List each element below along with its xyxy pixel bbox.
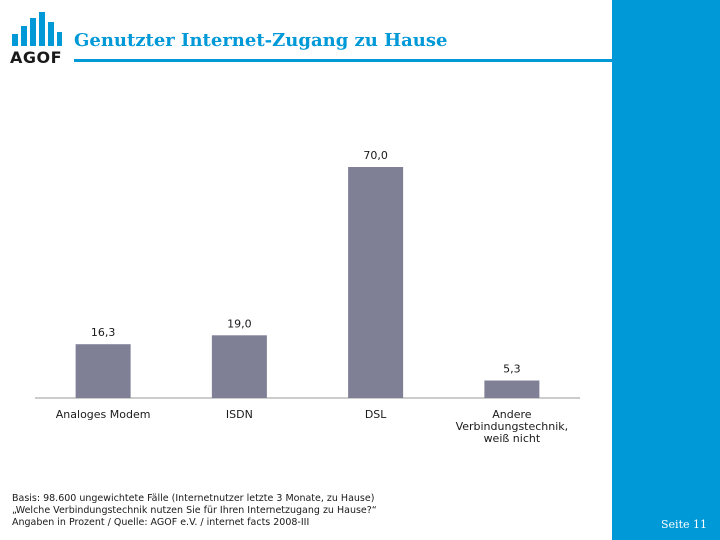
bar bbox=[211, 335, 267, 398]
logo-bars-icon bbox=[12, 12, 62, 46]
footnote: Basis: 98.600 ungewichtete Fälle (Intern… bbox=[12, 493, 377, 529]
logo-text: AGOF bbox=[10, 48, 63, 67]
bar bbox=[348, 167, 404, 398]
data-label: 5,3 bbox=[503, 363, 521, 376]
page-number: Seite 11 bbox=[661, 518, 707, 531]
footnote-line: Angaben in Prozent / Quelle: AGOF e.V. /… bbox=[12, 517, 310, 528]
page-title: Genutzter Internet-Zugang zu Hause bbox=[74, 30, 448, 51]
data-label: 16,3 bbox=[91, 326, 116, 339]
data-label: 19,0 bbox=[227, 317, 252, 330]
footnote-line: „Welche Verbindungstechnik nutzen Sie fü… bbox=[12, 505, 377, 516]
bar bbox=[484, 380, 540, 398]
category-label: weiß nicht bbox=[484, 432, 541, 445]
category-label: DSL bbox=[365, 408, 387, 421]
category-label: ISDN bbox=[226, 408, 253, 421]
data-label: 70,0 bbox=[363, 149, 388, 162]
category-label: Analoges Modem bbox=[56, 408, 151, 421]
bar bbox=[75, 344, 131, 398]
bar-chart: 16,3 Analoges Modem 19,0 ISDN 70,0 DSL 5,3 Ande… bbox=[35, 149, 580, 445]
footnote-line: Basis: 98.600 ungewichtete Fälle (Intern… bbox=[12, 493, 375, 504]
title-rule bbox=[74, 59, 612, 62]
sidebar-band bbox=[612, 0, 720, 540]
category-label: Verbindungstechnik, bbox=[456, 420, 569, 433]
category-label: Andere bbox=[492, 408, 532, 421]
agof-logo: AGOF bbox=[10, 12, 65, 67]
